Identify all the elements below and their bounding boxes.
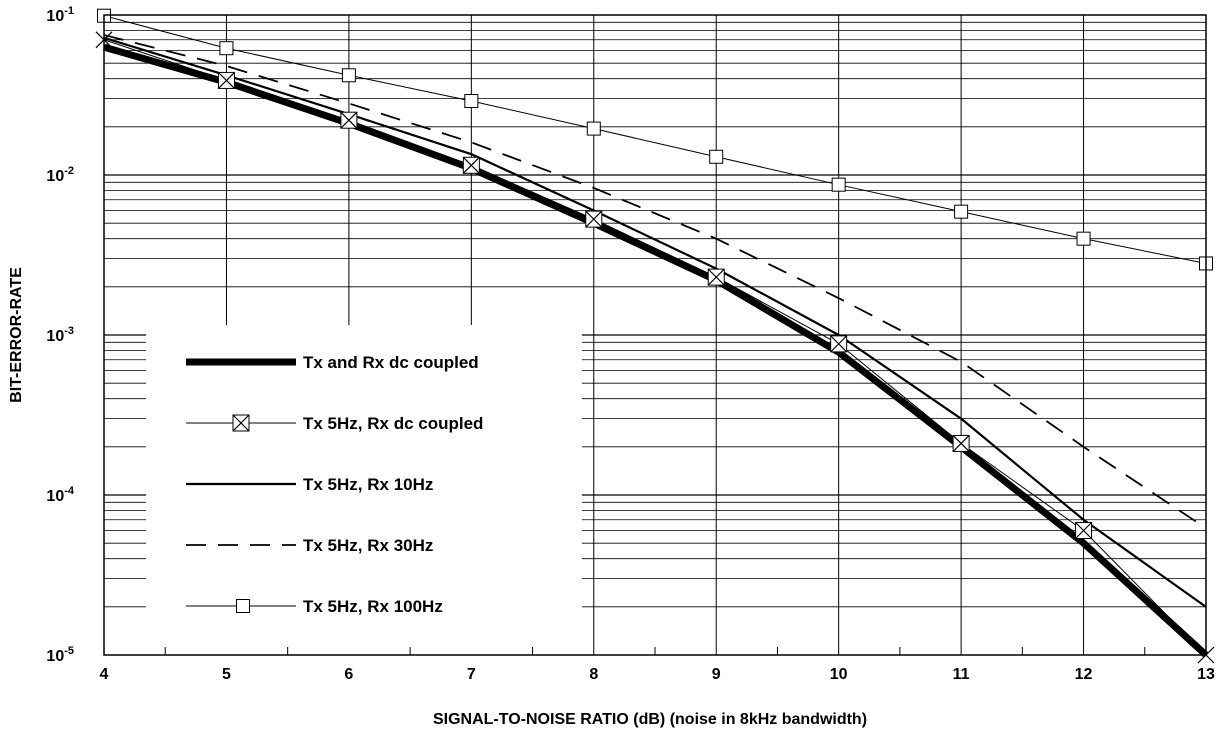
x-marker-stroke bbox=[218, 72, 235, 89]
square-marker bbox=[236, 599, 250, 613]
x-marker bbox=[232, 414, 250, 432]
y-tick-label: 10-2 bbox=[46, 165, 74, 185]
x-marker bbox=[217, 71, 235, 89]
x-tick-label: 11 bbox=[953, 666, 970, 683]
x-marker bbox=[707, 268, 725, 286]
x-tick-label: 4 bbox=[100, 666, 109, 683]
square-marker bbox=[464, 94, 479, 109]
x-tick-label: 5 bbox=[222, 666, 231, 683]
x-marker bbox=[1075, 521, 1093, 539]
legend-label: Tx 5Hz, Rx 10Hz bbox=[303, 475, 433, 494]
square-marker bbox=[954, 204, 969, 219]
x-marker bbox=[830, 335, 848, 353]
x-marker bbox=[462, 156, 480, 174]
square-marker bbox=[219, 41, 234, 56]
x-tick-label: 10 bbox=[830, 666, 848, 683]
legend: Tx and Rx dc coupled Tx 5Hz, Rx dc couple… bbox=[186, 353, 483, 616]
x-marker bbox=[585, 210, 603, 228]
series-line bbox=[103, 34, 1207, 529]
x-marker bbox=[340, 111, 358, 129]
series-line bbox=[103, 36, 1207, 608]
x-tick-label: 7 bbox=[467, 666, 476, 683]
y-tick-label: 10-5 bbox=[46, 645, 74, 665]
x-tick-label: 6 bbox=[344, 666, 353, 683]
y-tick-label: 10-1 bbox=[46, 5, 74, 25]
series-line bbox=[103, 39, 1207, 656]
y-tick-label: 10-3 bbox=[46, 325, 74, 345]
x-marker-stroke bbox=[830, 335, 848, 353]
square-marker bbox=[709, 149, 724, 164]
x-marker bbox=[952, 434, 970, 452]
legend-label: Tx 5Hz, Rx dc coupled bbox=[303, 414, 483, 433]
square-marker bbox=[341, 68, 356, 83]
square-marker bbox=[586, 121, 601, 136]
y-axis-title: BIT-ERROR-RATE bbox=[8, 267, 25, 403]
x-marker-stroke bbox=[340, 111, 358, 129]
series-line bbox=[103, 15, 1207, 264]
y-tick-label: 10-4 bbox=[46, 485, 74, 505]
legend-label: Tx 5Hz, Rx 100Hz bbox=[303, 597, 443, 616]
square-marker bbox=[1076, 231, 1091, 246]
x-marker-stroke bbox=[585, 210, 603, 228]
x-marker-stroke bbox=[232, 414, 250, 432]
x-tick-label: 13 bbox=[1197, 666, 1215, 683]
series-line bbox=[103, 43, 1209, 658]
legend-box bbox=[146, 325, 582, 655]
x-marker-stroke bbox=[1075, 522, 1092, 539]
x-axis-title: SIGNAL-TO-NOISE RATIO (dB) (noise in 8kH… bbox=[433, 711, 867, 728]
axes: 4 5 6 7 8 9 10 11 12 13 10-1 10-2 10-3 10-4 10-5 bbox=[46, 5, 1215, 683]
x-tick-label: 9 bbox=[712, 666, 721, 683]
x-tick-label: 8 bbox=[589, 666, 598, 683]
legend-label: Tx 5Hz, Rx 30Hz bbox=[303, 536, 433, 555]
x-marker-stroke bbox=[707, 268, 725, 286]
x-tick-label: 12 bbox=[1075, 666, 1093, 683]
series-group bbox=[95, 8, 1215, 664]
square-marker bbox=[831, 177, 846, 192]
x-marker-stroke bbox=[952, 435, 970, 452]
x-marker-stroke bbox=[462, 156, 480, 174]
legend-label: Tx and Rx dc coupled bbox=[303, 353, 479, 372]
